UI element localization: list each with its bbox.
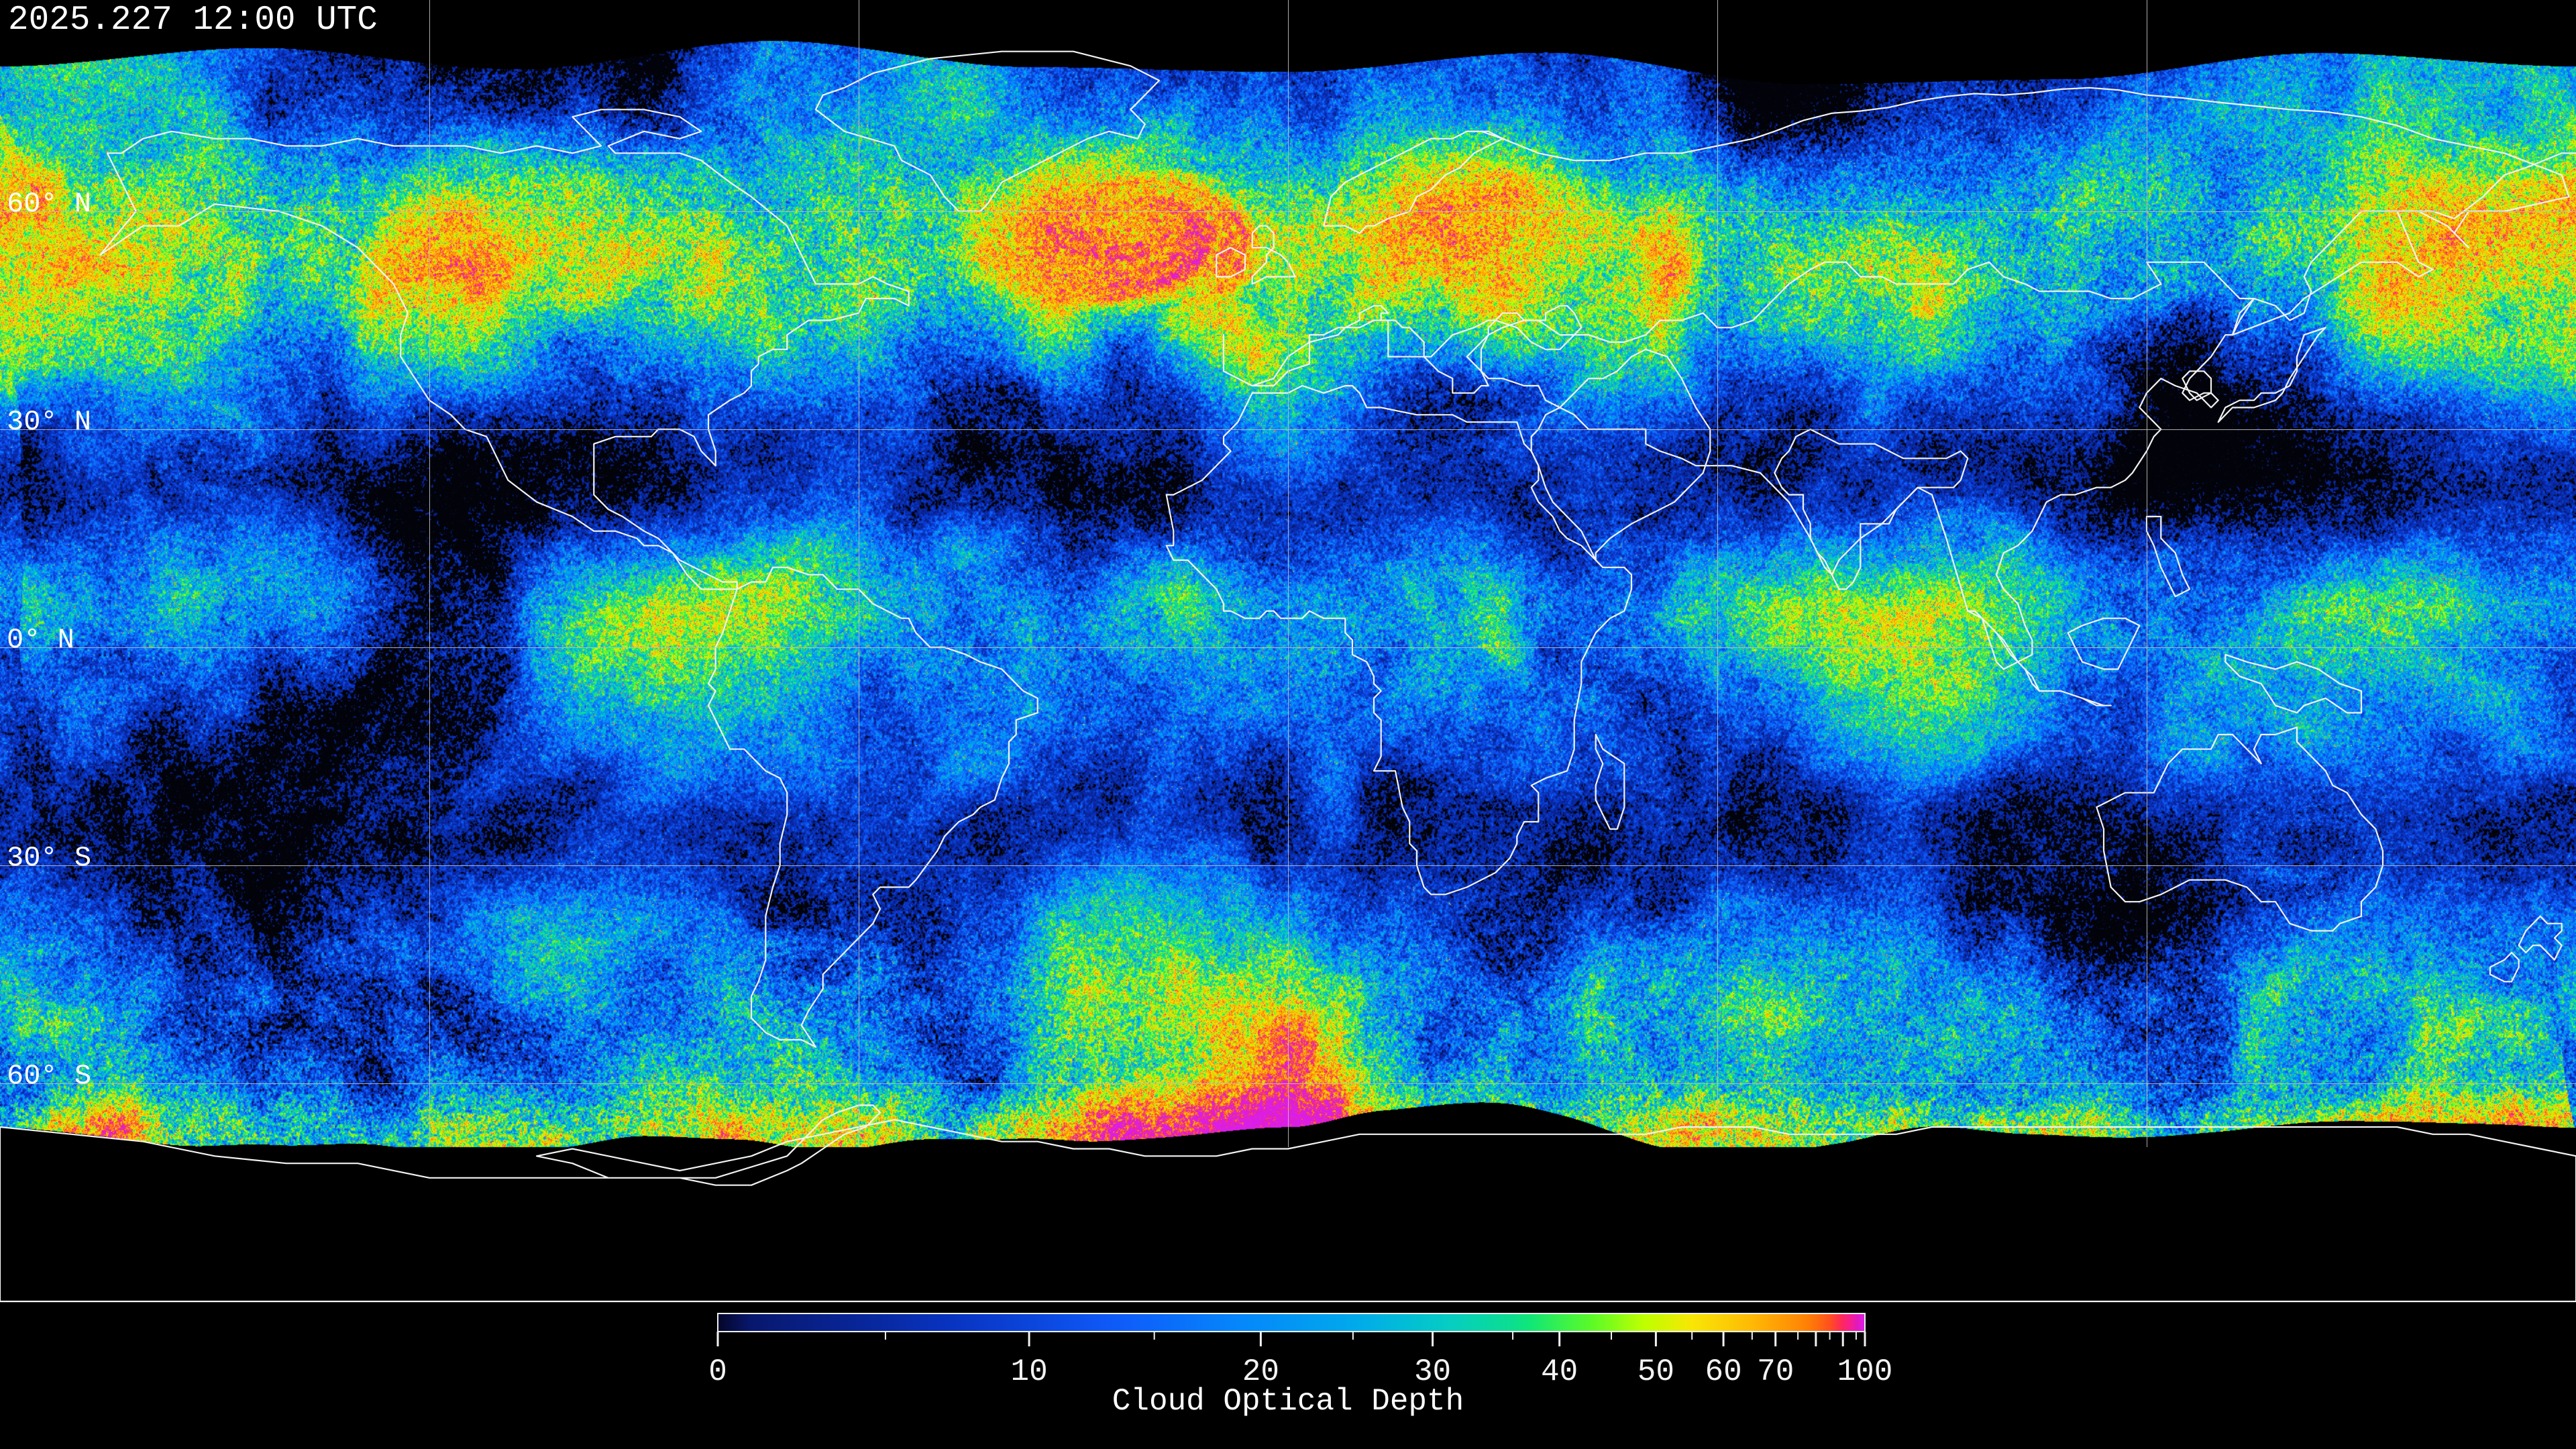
svg-text:0: 0: [708, 1354, 727, 1389]
svg-text:40: 40: [1541, 1354, 1578, 1389]
svg-text:30: 30: [1414, 1354, 1451, 1389]
svg-text:60: 60: [1705, 1354, 1741, 1389]
svg-text:100: 100: [1837, 1354, 1893, 1389]
svg-text:20: 20: [1242, 1354, 1279, 1389]
svg-text:70: 70: [1757, 1354, 1794, 1389]
svg-text:50: 50: [1638, 1354, 1674, 1389]
svg-text:10: 10: [1010, 1354, 1047, 1389]
